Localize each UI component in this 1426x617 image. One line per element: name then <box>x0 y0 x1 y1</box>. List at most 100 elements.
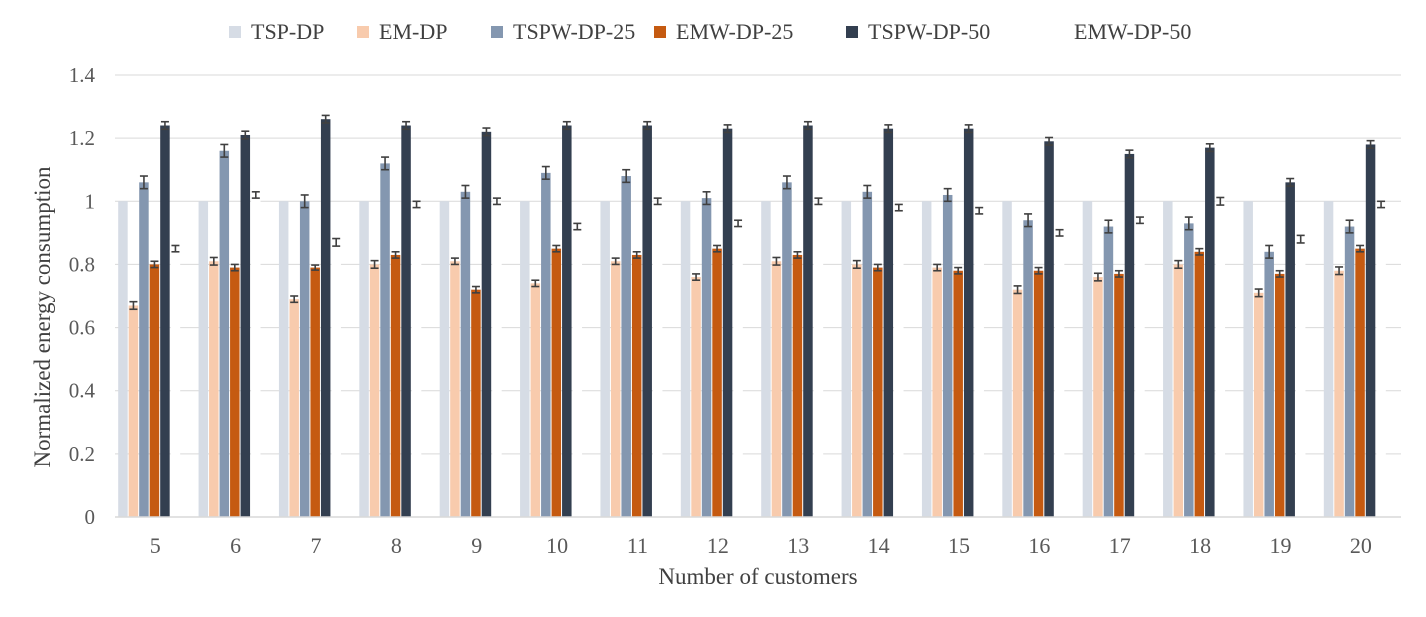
error-bar <box>772 256 781 266</box>
error-bar <box>412 200 421 209</box>
bar <box>1274 273 1285 517</box>
x-tick-label: 20 <box>1350 533 1372 558</box>
legend-item: EM-DP <box>357 18 447 46</box>
bar <box>390 254 401 517</box>
error-bar <box>782 175 791 190</box>
bar <box>149 264 160 517</box>
x-tick-label: 13 <box>787 533 809 558</box>
bar <box>712 248 722 517</box>
error-bar <box>321 114 330 124</box>
bar <box>230 267 240 517</box>
bar <box>460 191 471 518</box>
bar <box>331 242 341 518</box>
x-tick-label: 14 <box>868 533 890 558</box>
bar <box>320 119 331 517</box>
bar <box>160 125 170 517</box>
x-tick-label: 11 <box>627 533 648 558</box>
bar <box>1344 226 1355 518</box>
error-bar <box>803 120 812 131</box>
bar <box>240 134 251 517</box>
bar <box>541 172 551 517</box>
error-bar <box>632 251 641 259</box>
bar <box>722 128 733 517</box>
bar <box>1173 264 1184 517</box>
error-bar <box>975 206 984 215</box>
bar <box>974 210 984 517</box>
legend-swatch <box>229 26 241 38</box>
bar <box>401 125 411 517</box>
error-bar <box>1013 285 1022 295</box>
error-bar <box>1296 234 1305 244</box>
bar <box>932 267 942 517</box>
error-bar <box>793 251 802 259</box>
error-bar <box>863 184 872 199</box>
bar <box>803 125 813 517</box>
bar <box>771 261 782 517</box>
bar <box>691 277 701 517</box>
error-bar <box>220 143 229 158</box>
bar <box>299 201 310 518</box>
error-bar <box>734 219 743 228</box>
error-bar <box>139 175 148 190</box>
x-tick-label: 16 <box>1028 533 1050 558</box>
error-bar <box>1125 149 1134 159</box>
x-tick-label: 8 <box>391 533 402 558</box>
x-tick-label: 9 <box>471 533 482 558</box>
bar <box>873 267 883 517</box>
bar <box>1334 270 1344 517</box>
error-bar <box>1034 266 1043 275</box>
error-bar <box>1093 272 1102 282</box>
error-bar <box>964 124 973 134</box>
error-bar <box>884 124 893 134</box>
bar <box>1012 289 1023 517</box>
error-bar <box>209 256 218 266</box>
error-bar <box>251 191 260 199</box>
bar <box>219 150 230 517</box>
error-bar <box>471 285 480 294</box>
bar <box>1033 270 1044 517</box>
error-bar <box>541 165 550 180</box>
bar <box>942 194 953 517</box>
error-bar <box>1045 136 1054 146</box>
y-tick-label: 0.4 <box>69 379 96 403</box>
bar <box>139 182 149 518</box>
bar <box>761 201 771 518</box>
bar <box>733 223 743 517</box>
bar <box>1054 232 1065 517</box>
bar <box>562 125 572 517</box>
legend-item: TSP-DP <box>229 18 324 46</box>
error-bar <box>852 259 861 270</box>
bar <box>380 163 390 517</box>
bar <box>1285 182 1295 518</box>
bar <box>572 226 583 518</box>
bar <box>1124 153 1135 517</box>
bar <box>1093 277 1103 517</box>
bar <box>631 254 642 517</box>
bar <box>963 128 974 517</box>
x-tick-label: 19 <box>1269 533 1291 558</box>
error-bar <box>873 263 882 272</box>
error-bar <box>290 295 299 304</box>
bar <box>1376 204 1386 517</box>
error-bar <box>402 120 411 131</box>
x-tick-label: 10 <box>546 533 568 558</box>
error-bar <box>1286 177 1295 187</box>
bar <box>1135 220 1145 517</box>
error-bar <box>461 184 470 199</box>
legend-label: TSPW-DP-50 <box>868 19 991 44</box>
bar <box>1114 273 1124 517</box>
x-tick-label: 12 <box>707 533 729 558</box>
legend-swatch <box>357 26 369 38</box>
error-bar <box>1377 200 1386 209</box>
error-bar <box>241 130 250 140</box>
bar <box>481 131 492 518</box>
error-bar <box>1345 219 1354 234</box>
error-bar <box>1216 196 1225 206</box>
error-bar <box>1335 266 1344 276</box>
bar <box>813 201 824 518</box>
error-bar <box>1254 288 1263 298</box>
bar <box>1023 220 1033 517</box>
error-bar <box>1055 228 1064 237</box>
error-bar <box>1195 247 1204 256</box>
error-bar <box>954 266 963 275</box>
